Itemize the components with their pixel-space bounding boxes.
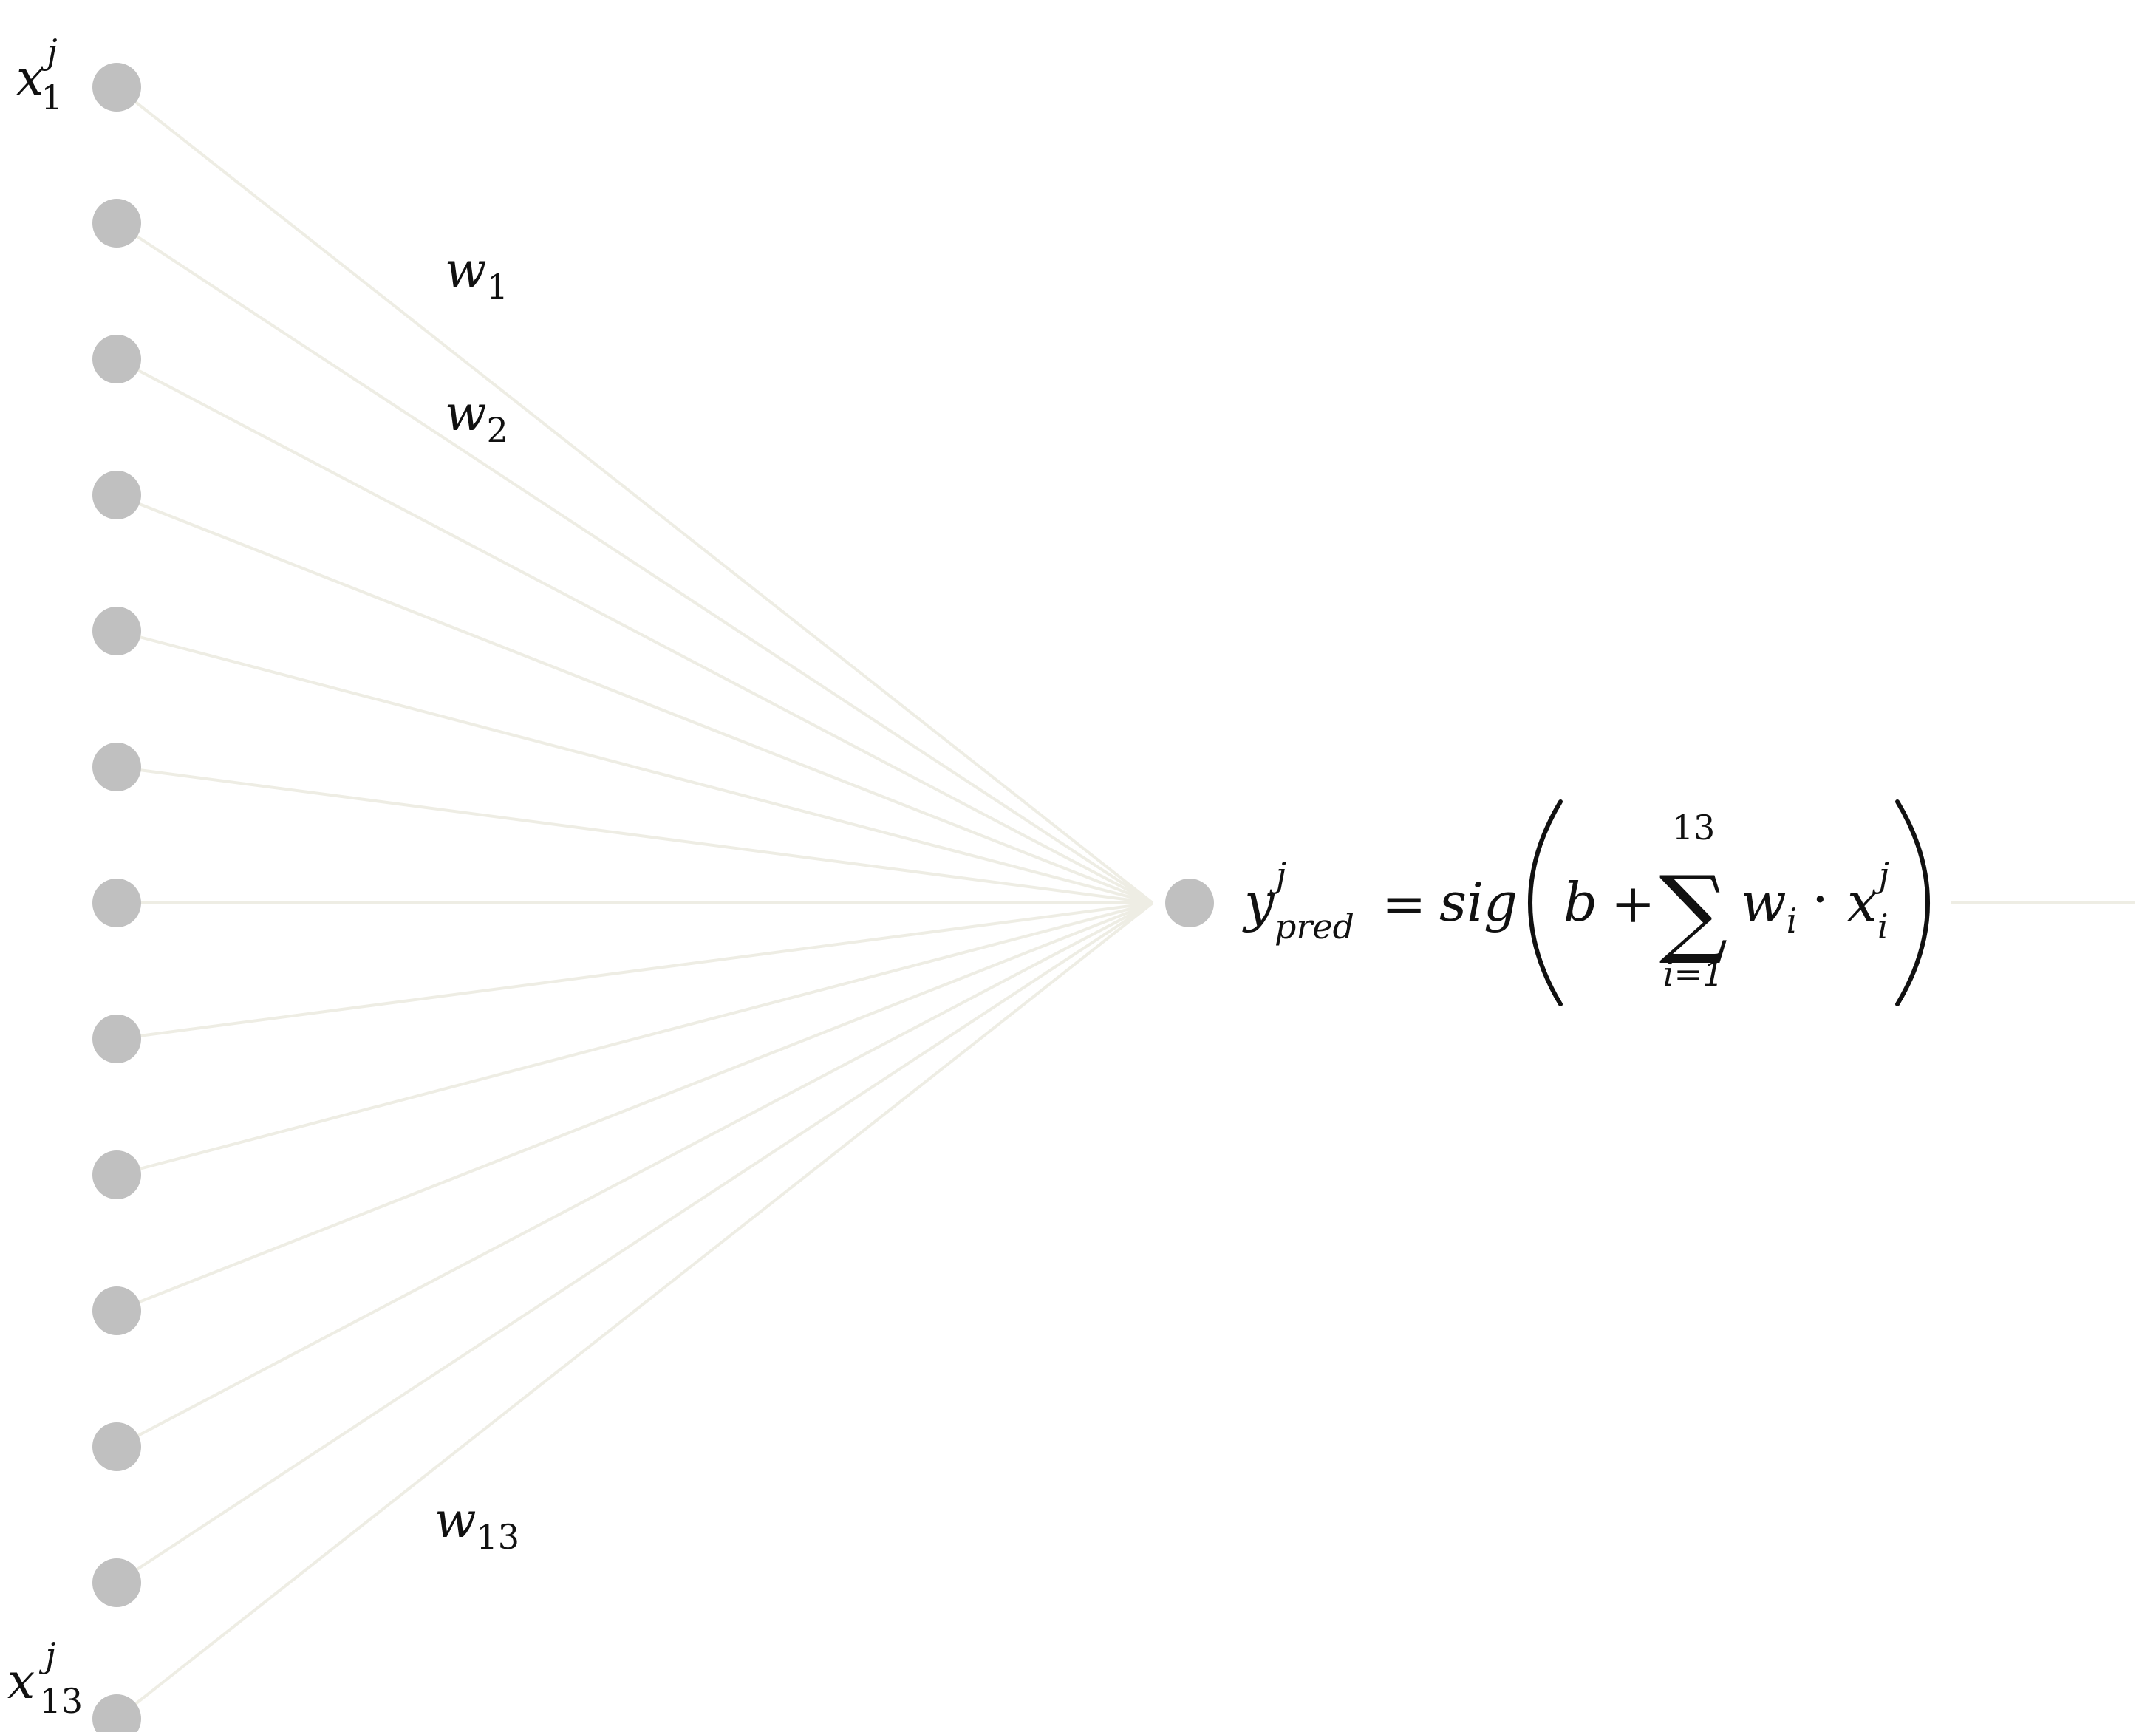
edge-5 [117, 631, 1153, 903]
formula-equals: = [1382, 873, 1426, 935]
edge-3 [117, 359, 1153, 903]
formula-dot: · [1812, 868, 1829, 930]
edge-10 [117, 903, 1153, 1311]
edge-4 [117, 495, 1153, 903]
input-node-4 [92, 471, 141, 519]
input-node-2 [92, 199, 141, 248]
formula-lhs: yj pred [1242, 855, 1354, 947]
input-node-9 [92, 1150, 141, 1199]
formula: yj pred = sig b + 13 ∑ i=1 wi · xj i [1242, 802, 1928, 1004]
input-node-3 [92, 335, 141, 383]
formula-function: sig [1439, 871, 1518, 933]
left-paren [1530, 802, 1560, 1004]
edge-8 [117, 903, 1153, 1039]
input-node-6 [92, 743, 141, 791]
input-node-11 [92, 1422, 141, 1471]
input-nodes [92, 63, 141, 1732]
input-label-first: xj 1 [16, 32, 63, 117]
edge-6 [117, 767, 1153, 903]
input-node-13 [92, 1694, 141, 1732]
weight-label-w13: w13 [434, 1492, 519, 1557]
sum-lower: i=1 [1663, 954, 1725, 994]
right-paren [1897, 802, 1928, 1004]
input-node-1 [92, 63, 141, 112]
edge-2 [117, 223, 1153, 903]
formula-bias: b [1563, 871, 1597, 933]
weight-label-w1: w1 [445, 242, 508, 307]
input-node-7 [92, 879, 141, 927]
weight-label-w2: w2 [445, 385, 508, 450]
input-node-10 [92, 1286, 141, 1335]
input-node-12 [92, 1558, 141, 1607]
sum-symbol: ∑ [1659, 855, 1728, 967]
sum-upper: 13 [1672, 808, 1716, 848]
input-node-5 [92, 607, 141, 655]
formula-plus: + [1611, 873, 1655, 935]
edge-9 [117, 903, 1153, 1175]
formula-weight-term: wi [1741, 871, 1797, 941]
connection-edges [117, 87, 1153, 1719]
edge-13 [117, 903, 1153, 1719]
edge-12 [117, 903, 1153, 1583]
edge-11 [117, 903, 1153, 1447]
edge-1 [117, 87, 1153, 903]
formula-x-term: xj i [1847, 855, 1889, 947]
input-label-last: x j 13 [7, 1635, 83, 1721]
output-node [1165, 879, 1214, 927]
input-node-8 [92, 1015, 141, 1063]
